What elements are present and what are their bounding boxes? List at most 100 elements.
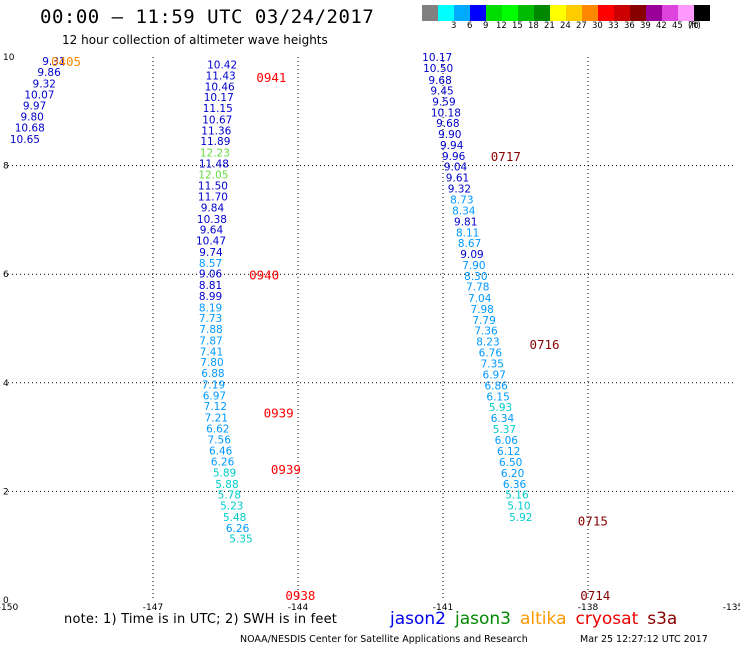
wave-height-label: 9.04 xyxy=(444,162,468,174)
chart-title: 00:00 – 11:59 UTC 03/24/2017 xyxy=(40,6,375,28)
color-scale-unit: (ft) xyxy=(688,21,701,31)
color-swatch xyxy=(502,5,518,21)
wave-height-label: 5.92 xyxy=(509,512,532,524)
wave-height-label: 5.88 xyxy=(215,479,238,491)
x-tick-label: -150 xyxy=(0,603,18,612)
wave-height-plot: -150-147-144-141-138-13502468109.319.869… xyxy=(0,52,740,612)
y-tick-label: 10 xyxy=(3,53,15,63)
color-swatch xyxy=(550,5,566,21)
wave-height-label: 8.99 xyxy=(199,291,222,303)
wave-height-label: 10.38 xyxy=(197,214,227,226)
color-scale-tick: 70 xyxy=(688,21,699,31)
x-tick-label: -138 xyxy=(578,603,599,612)
color-swatch xyxy=(582,5,598,21)
wave-height-label: 9.94 xyxy=(440,140,464,152)
wave-height-label: 9.81 xyxy=(454,217,477,229)
wave-height-label: 7.73 xyxy=(199,313,222,325)
color-scale-legend xyxy=(422,5,710,21)
color-swatch xyxy=(614,5,630,21)
color-scale-tick: 30 xyxy=(592,21,603,31)
wave-height-label: 7.80 xyxy=(200,357,223,369)
color-scale-tick: 27 xyxy=(576,21,587,31)
color-scale-tick: 3 xyxy=(451,21,457,31)
wave-height-label: 11.36 xyxy=(201,125,231,137)
x-tick-label: -141 xyxy=(433,603,453,612)
wave-height-label: 8.81 xyxy=(199,280,222,292)
satellite-legend-item: altika xyxy=(520,609,567,629)
wave-height-label: 9.80 xyxy=(20,112,43,124)
color-swatch xyxy=(486,5,502,21)
wave-height-label: 10.42 xyxy=(207,60,237,72)
satellite-legend: jason2 jason3 altika cryosat s3a xyxy=(390,609,686,629)
color-swatch xyxy=(678,5,694,21)
wave-height-label: 9.97 xyxy=(23,100,46,112)
wave-height-label: 10.67 xyxy=(202,114,232,126)
wave-height-label: 8.73 xyxy=(450,194,473,206)
wave-height-label: 11.15 xyxy=(203,103,233,115)
wave-height-label: 5.48 xyxy=(223,512,246,524)
wave-height-label: 9.86 xyxy=(37,67,61,79)
wave-height-label: 9.59 xyxy=(432,97,455,109)
wave-height-label: 7.21 xyxy=(205,413,228,425)
color-swatch xyxy=(646,5,662,21)
wave-height-label: 6.86 xyxy=(484,381,508,393)
pass-time-label: 0941 xyxy=(256,70,286,85)
pass-time-label: 0940 xyxy=(249,268,279,283)
wave-height-label: 6.15 xyxy=(486,391,509,403)
wave-height-label: 6.76 xyxy=(479,347,503,359)
satellite-legend-item: jason2 xyxy=(390,609,446,629)
wave-height-label: 8.57 xyxy=(199,258,222,270)
color-swatch xyxy=(518,5,534,21)
wave-height-label: 12.05 xyxy=(198,169,228,181)
wave-height-label: 7.56 xyxy=(208,434,232,446)
satellite-legend-item: jason3 xyxy=(455,609,511,629)
wave-height-label: 9.45 xyxy=(430,86,453,98)
color-scale-tick: 42 xyxy=(656,21,667,31)
wave-height-label: 10.07 xyxy=(24,89,54,101)
wave-height-label: 6.34 xyxy=(491,413,515,425)
color-scale-tick: 6 xyxy=(467,21,473,31)
wave-height-label: 9.32 xyxy=(33,79,56,91)
wave-height-label: 12.23 xyxy=(200,148,230,160)
pass-time-label: 0938 xyxy=(285,588,315,603)
color-swatch xyxy=(470,5,486,21)
wave-height-label: 7.36 xyxy=(474,326,498,338)
units-note: note: 1) Time is in UTC; 2) SWH is in fe… xyxy=(64,612,338,627)
wave-height-label: 10.50 xyxy=(423,63,453,75)
wave-height-label: 9.96 xyxy=(442,151,466,163)
pass-time-label: 0939 xyxy=(264,406,294,421)
wave-height-label: 8.67 xyxy=(458,238,481,250)
wave-height-label: 7.90 xyxy=(462,260,485,272)
y-tick-label: 6 xyxy=(3,270,9,280)
wave-height-label: 7.98 xyxy=(470,304,493,316)
timestamp-text: Mar 25 12:27:12 UTC 2017 xyxy=(580,634,708,645)
color-scale-tick: 33 xyxy=(608,21,619,31)
wave-height-label: 11.50 xyxy=(198,181,228,193)
wave-height-label: 9.68 xyxy=(436,118,459,130)
wave-height-label: 8.30 xyxy=(464,271,487,283)
wave-height-label: 7.04 xyxy=(468,293,492,305)
wave-height-label: 9.90 xyxy=(438,129,461,141)
wave-height-label: 5.10 xyxy=(507,501,530,513)
color-swatch xyxy=(454,5,470,21)
x-tick-label: -135 xyxy=(723,603,740,612)
wave-height-label: 7.35 xyxy=(481,358,504,370)
wave-height-label: 9.61 xyxy=(446,173,469,185)
wave-height-label: 9.32 xyxy=(448,183,471,195)
wave-height-label: 6.12 xyxy=(497,446,520,458)
wave-height-label: 7.41 xyxy=(200,346,223,358)
color-swatch xyxy=(598,5,614,21)
x-tick-label: -147 xyxy=(143,603,163,612)
wave-height-label: 7.87 xyxy=(199,335,222,347)
color-scale-tick: 12 xyxy=(496,21,507,31)
wave-height-label: 10.18 xyxy=(431,107,461,119)
wave-height-label: 5.89 xyxy=(213,467,236,479)
wave-height-label: 7.79 xyxy=(472,315,495,327)
wave-height-label: 6.36 xyxy=(503,479,527,491)
wave-height-label: 11.89 xyxy=(200,136,230,148)
wave-height-label: 5.23 xyxy=(220,501,243,513)
color-scale-tick: 24 xyxy=(560,21,571,31)
pass-time-label: 0716 xyxy=(529,337,559,352)
color-scale-tick: 45 xyxy=(672,21,683,31)
wave-height-label: 6.46 xyxy=(209,446,233,458)
